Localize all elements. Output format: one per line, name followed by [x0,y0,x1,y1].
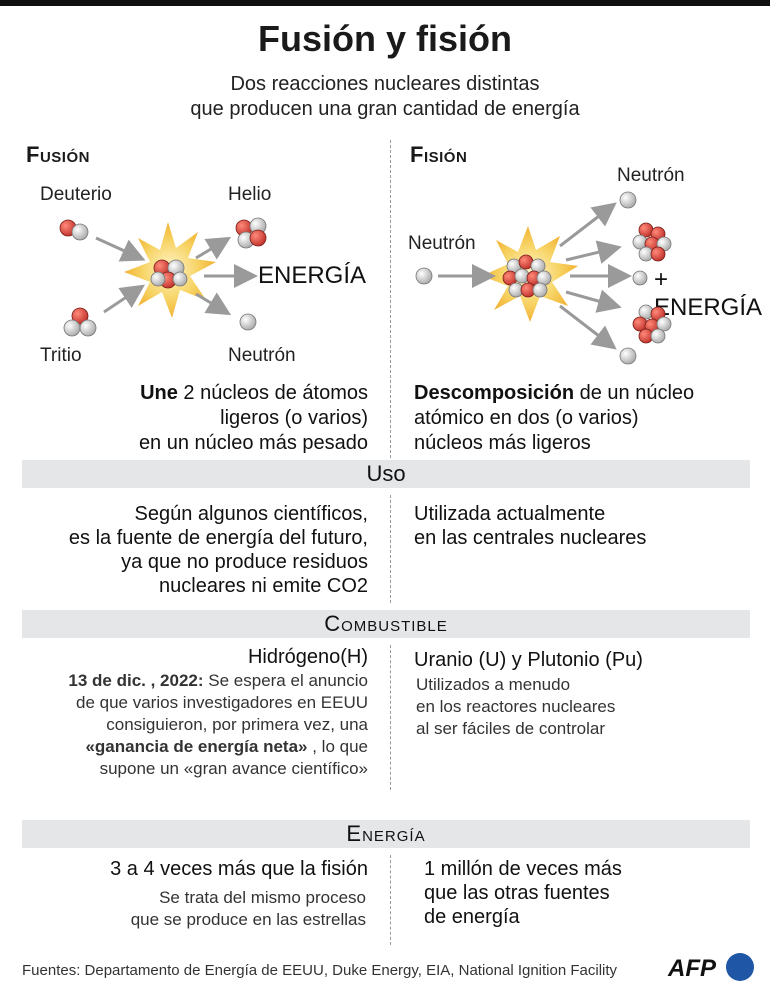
uso-fusion-line-2: es la fuente de energía del futuro, [68,527,368,549]
uso-fision-line-2: en las centrales nucleares [414,527,647,549]
fision-fuel-note: Utilizados a menudo en los reactores nuc… [416,674,756,740]
fision-desc-line-3: núcleos más ligeros [414,432,591,454]
fision-neutron-in-label: Neutrón [408,233,476,254]
tritio-label: Tritio [40,345,82,366]
fusion-note-line-2: de que varios investigadores en EEUU [76,693,368,712]
fragment-nucleus-top-icon [632,222,672,262]
subtitle-line-2: que producen una gran cantidad de energí… [190,98,580,120]
fusion-arrows [95,236,258,316]
page-title: Fusión y fisión [257,18,512,59]
fusion-neutron-label: Neutrón [228,345,296,366]
fusion-desc-line-1: 2 núcleos de átomos [177,382,368,404]
fusion-desc-line-2: ligeros (o varios) [220,407,368,429]
fision-energy-label: + ENERGÍA [654,266,763,321]
fision-fuel-line-3: al ser fáciles de controlar [416,719,605,738]
fision-neutron-out-label: Neutrón [617,165,685,186]
fision-desc-bold: Descomposición [414,382,575,404]
fision-desc-line-2: atómico en dos (o varios) [414,407,639,429]
fusion-note-line-4: , lo que [307,737,368,756]
helio-nucleus-icon [235,217,267,249]
deuterio-label: Deuterio [40,184,112,205]
fusion-note-bold: «ganancia de energía neta» [85,737,308,756]
fused-nucleus-icon [150,259,188,289]
fusion-note-date: 13 de dic. , 2022: [68,671,204,690]
afp-logo-dot-icon [726,953,754,981]
heavy-nucleus-icon [502,254,552,298]
fragment-nucleus-bottom-icon [632,304,672,344]
outgoing-neutron-middle-icon [632,270,648,286]
fusion-desc-bold: Une [140,382,178,404]
fision-fuel-line-2: en los reactores nucleares [416,697,616,716]
energia-fision-line-1: 1 millón de veces más [424,858,622,880]
energia-fusion-sub: Se trata del mismo proceso que se produc… [20,887,366,931]
subtitle-line-1: Dos reacciones nucleares distintas [230,73,540,95]
column-divider-combustible [390,645,391,790]
fusion-description: Une 2 núcleos de átomos ligeros (o vario… [20,381,368,456]
fision-description: Descomposición de un núcleo atómico en d… [414,381,754,456]
column-divider-uso [390,495,391,603]
top-bar [0,0,770,6]
energia-fusion-sub-line-1: Se trata del mismo proceso [159,888,366,907]
energia-band: Energía [22,820,750,848]
fusion-fuel: Hidrógeno(H) [247,646,368,668]
fision-arrows [438,202,632,350]
fusion-note-line-5: supone un «gran avance científico» [99,759,368,778]
column-divider-energia [390,855,391,945]
sources-footer: Fuentes: Departamento de Energía de EEUU… [22,962,618,979]
uso-fusion-line-1: Según algunos científicos, [134,503,369,525]
combustible-band: Combustible [22,610,750,638]
fision-fuel-line-1: Utilizados a menudo [416,675,571,694]
fision-desc-line-1: de un núcleo [574,382,695,404]
fusion-desc-line-3: en un núcleo más pesado [138,432,368,454]
outgoing-neutron-top-icon [619,191,637,209]
uso-fision-text: Utilizada actualmente en las centrales n… [414,502,754,550]
uso-fusion-line-4: nucleares ni emite CO2 [159,575,368,597]
energia-fusion-sub-line-2: que se produce en las estrellas [130,910,366,929]
helio-label: Helio [228,184,272,205]
fusion-neutron-icon [239,313,257,331]
energia-fision-text: 1 millón de veces más que las otras fuen… [424,857,754,929]
uso-fusion-text: Según algunos científicos, es la fuente … [20,502,368,598]
column-divider-top [390,140,391,458]
tritio-nucleus-icon [63,307,97,337]
outgoing-neutron-bottom-icon [619,347,637,365]
energia-fision-line-2: que las otras fuentes [424,882,610,904]
afp-logo: AFP [668,955,716,982]
fusion-note-line-3: consiguieron, por primera vez, una [106,715,368,734]
fusion-heading: Fusión [26,142,90,167]
energia-fision-line-3: de energía [424,906,520,928]
energia-fusion-main: 3 a 4 veces más que la fisión [110,858,368,880]
incoming-neutron-icon [415,267,433,285]
fusion-note-line-1: Se espera el anuncio [203,671,368,690]
reaction-diagram [59,191,672,365]
fision-fuel: Uranio (U) y Plutonio (Pu) [414,649,643,671]
fision-heading: Fisión [410,142,468,167]
page-subtitle: Dos reacciones nucleares distintas que p… [0,72,770,122]
fusion-fuel-note: 13 de dic. , 2022: Se espera el anuncio … [20,670,368,780]
uso-fusion-line-3: ya que no produce residuos [121,551,368,573]
uso-fision-line-1: Utilizada actualmente [414,503,606,525]
uso-band: Uso [22,460,750,488]
deuterio-nucleus-icon [59,219,89,241]
fusion-energy-label: ENERGÍA [258,262,367,289]
